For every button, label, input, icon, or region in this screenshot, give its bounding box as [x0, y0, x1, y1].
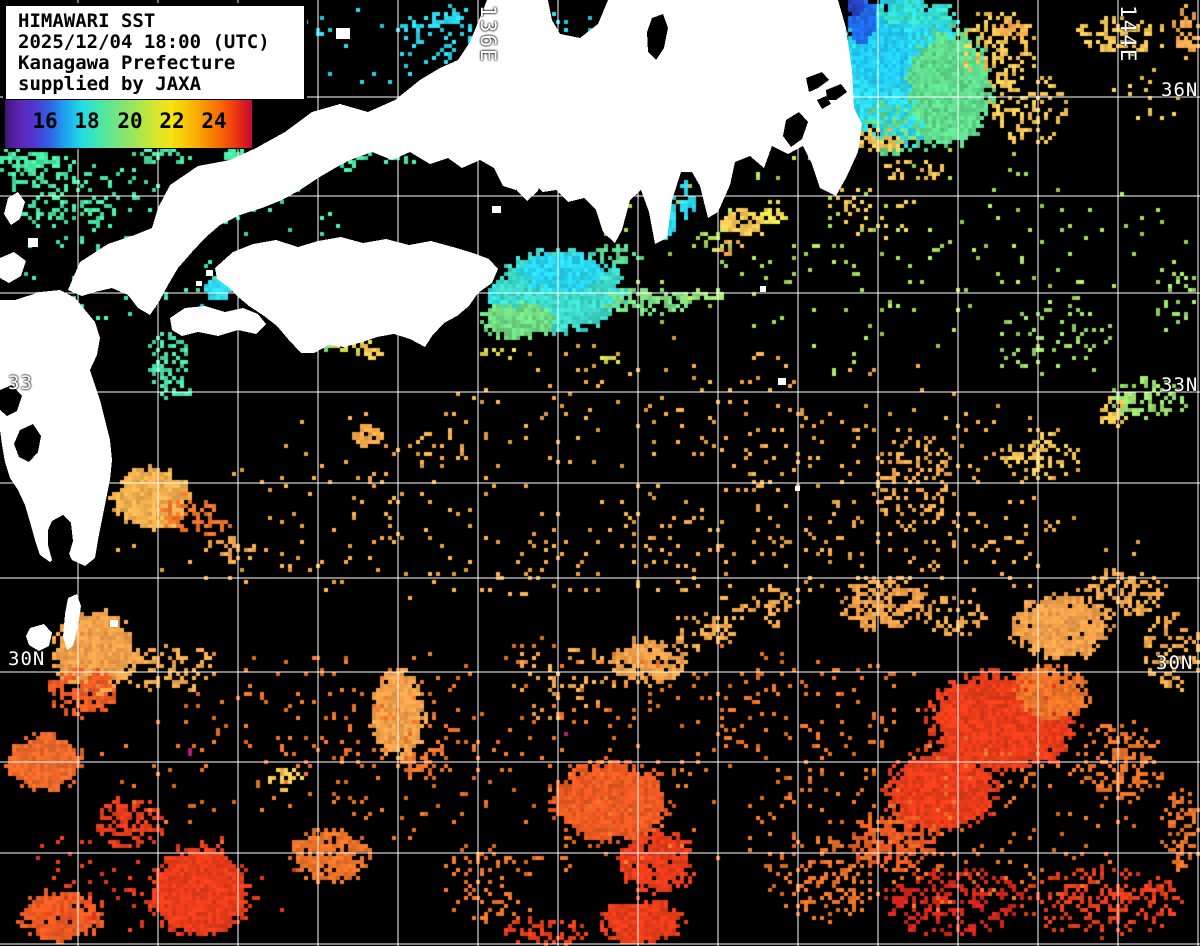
colorbar-tick-16: 16 — [32, 109, 58, 133]
grid-label-33-left: 33 — [8, 372, 33, 394]
land-polygons — [0, 0, 862, 651]
data-credit: supplied by JAXA — [18, 73, 202, 95]
grid-label-30n-left: 30N — [8, 648, 46, 670]
temperature-colorbar: 16 18 20 22 24 — [4, 99, 253, 149]
title-box: HIMAWARI SST 2025/12/04 18:00 (UTC) Kana… — [3, 3, 307, 102]
colorbar-tick-20: 20 — [117, 109, 143, 133]
region-name: Kanagawa Prefecture — [18, 52, 236, 74]
grid-label-36n-right: 36N — [1161, 79, 1199, 101]
colorbar-tick-18: 18 — [74, 109, 100, 133]
small-islands — [28, 28, 800, 627]
map-title: HIMAWARI SST — [18, 10, 156, 32]
grid-label-33n-right: 33N — [1161, 374, 1199, 396]
colorbar-tick-22: 22 — [159, 109, 185, 133]
timestamp: 2025/12/04 18:00 (UTC) — [18, 31, 270, 53]
grid-label-30n-right: 30N — [1156, 652, 1194, 674]
grid-label-144e: 144E — [1116, 5, 1140, 64]
grid-label-136e: 136E — [476, 5, 500, 64]
inland-water — [0, 14, 847, 568]
colorbar-tick-24: 24 — [201, 109, 227, 133]
